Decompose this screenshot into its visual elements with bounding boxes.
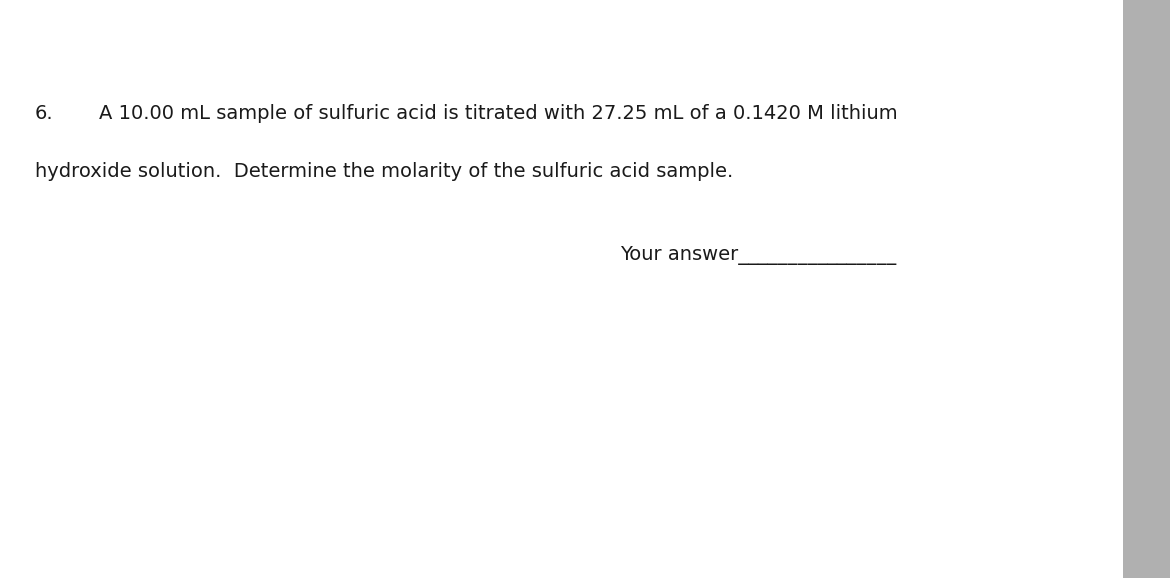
Text: A 10.00 mL sample of sulfuric acid is titrated with 27.25 mL of a 0.1420 M lithi: A 10.00 mL sample of sulfuric acid is ti… bbox=[99, 104, 899, 123]
Text: Your answer________________: Your answer________________ bbox=[620, 246, 896, 265]
Text: hydroxide solution.  Determine the molarity of the sulfuric acid sample.: hydroxide solution. Determine the molari… bbox=[35, 162, 734, 181]
Text: 6.: 6. bbox=[35, 104, 54, 123]
